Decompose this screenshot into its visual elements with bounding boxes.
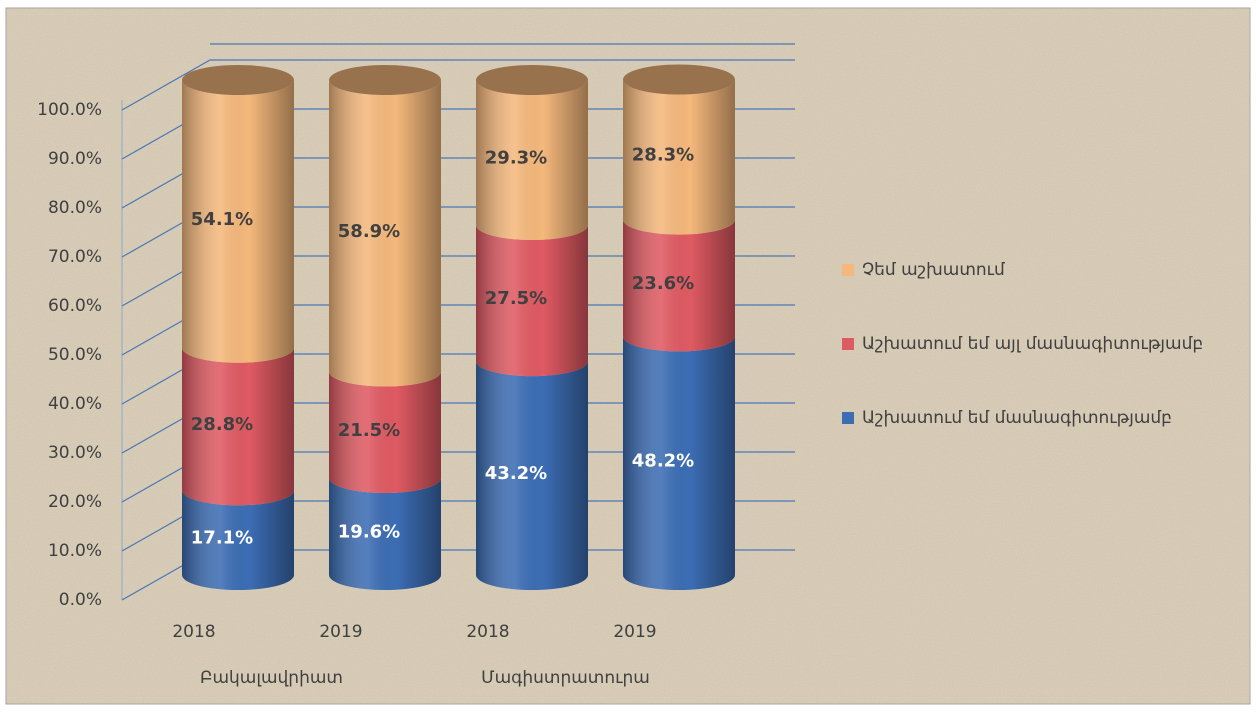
data-label: 43.2%: [485, 463, 547, 484]
y-tick-label: 80.0%: [48, 198, 102, 218]
y-tick-label: 20.0%: [48, 492, 102, 512]
legend-swatch: [842, 264, 854, 276]
data-label: 17.1%: [191, 528, 253, 549]
shading: [623, 219, 736, 352]
data-label: 21.5%: [338, 420, 400, 441]
legend-label: Չեմ աշխատում: [862, 260, 1005, 280]
data-label: 48.2%: [632, 451, 694, 472]
y-tick-label: 30.0%: [48, 443, 102, 463]
cylinder-top: [182, 65, 294, 95]
data-label: 58.9%: [338, 221, 400, 242]
data-label: 29.3%: [485, 148, 547, 169]
data-label: 19.6%: [338, 521, 400, 542]
shading: [476, 80, 588, 241]
legend-swatch: [842, 338, 854, 350]
y-tick-label: 10.0%: [48, 541, 102, 561]
x-tick-label: 2018: [466, 622, 509, 642]
y-tick-label: 60.0%: [48, 296, 102, 316]
shading: [329, 371, 441, 493]
shading: [476, 361, 588, 590]
shading: [329, 80, 441, 387]
legend-label: Աշխատում եմ մասնագիտությամբ: [862, 408, 1172, 428]
data-label: 54.1%: [191, 209, 253, 230]
group-label: Մագիստրատուրա: [481, 668, 650, 688]
cylinder-top: [476, 65, 588, 95]
x-tick-label: 2019: [613, 622, 656, 642]
shading: [623, 336, 735, 590]
data-label: 27.5%: [485, 288, 547, 309]
x-tick-label: 2018: [172, 622, 215, 642]
shading: [329, 477, 441, 590]
data-label: 28.3%: [632, 145, 694, 166]
plot: 0.0% 10.0% 20.0% 30.0% 40.0% 50.0% 60.0% 70.0% 8…: [37, 43, 1203, 688]
grid-line: [121, 59, 795, 111]
shading: [182, 347, 294, 506]
group-label: Բակալավրիատ: [200, 668, 343, 688]
y-tick-label: 50.0%: [48, 345, 102, 365]
y-tick-label: 90.0%: [48, 149, 102, 169]
y-tick-label: 100.0%: [37, 100, 102, 120]
x-tick-label: 2019: [319, 622, 362, 642]
y-tick-label: 0.0%: [59, 590, 102, 610]
shading: [182, 490, 294, 590]
y-tick-label: 40.0%: [48, 394, 102, 414]
cylinder-top: [623, 64, 735, 95]
legend-swatch: [842, 412, 854, 424]
shading: [476, 225, 588, 377]
data-label: 23.6%: [632, 273, 694, 294]
y-tick-label: 70.0%: [48, 247, 102, 267]
cylinder-top: [329, 65, 441, 95]
data-label: 28.8%: [191, 414, 253, 435]
shading: [623, 79, 736, 235]
legend-label: Աշխատում եմ այլ մասնագիտությամբ: [862, 334, 1203, 354]
shading: [182, 80, 294, 363]
